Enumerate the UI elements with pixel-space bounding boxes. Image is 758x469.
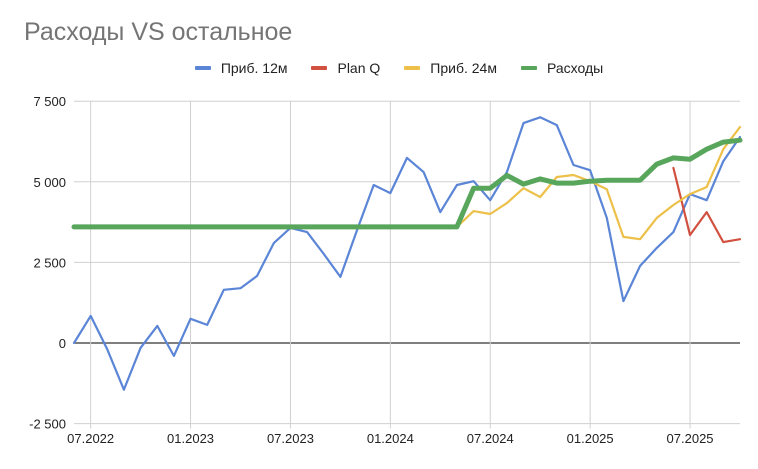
legend-item-prib24[interactable]: Приб. 24м: [404, 60, 497, 76]
x-tick-label: 07.2024: [467, 431, 514, 446]
y-tick-label: -2 500: [29, 417, 66, 432]
legend-item-planq[interactable]: Plan Q: [311, 60, 380, 76]
y-tick-label: 2 500: [33, 255, 66, 270]
x-axis-ticks: 07.2022 01.2023 07.2023 01.2024 07.2024 01.20…: [67, 431, 713, 446]
legend-swatch-prib24: [404, 66, 421, 70]
series-line[interactable]: [72, 116, 742, 391]
legend-swatch-prib12: [194, 66, 211, 70]
x-tick-label: 01.2025: [567, 431, 614, 446]
legend-swatch-planq: [311, 66, 328, 70]
y-axis-ticks: 7 500 5 000 2 500 0 -2 500: [29, 94, 66, 431]
y-tick-label: 5 000: [33, 175, 66, 190]
legend-label: Приб. 12м: [220, 60, 288, 76]
x-tick-label: 07.2025: [667, 431, 714, 446]
legend-swatch-rashody: [520, 66, 537, 70]
y-tick-label: 0: [59, 336, 66, 351]
legend-label: Приб. 24м: [430, 60, 497, 76]
legend-item-prib12[interactable]: Приб. 12м: [194, 60, 288, 76]
series-line[interactable]: [672, 166, 742, 244]
x-tick-label: 07.2023: [267, 431, 314, 446]
data-series: [71, 116, 743, 391]
legend-item-rashody[interactable]: Расходы: [520, 60, 604, 76]
y-tick-label: 7 500: [33, 94, 66, 109]
x-tick-label: 01.2023: [167, 431, 214, 446]
legend-label: Расходы: [546, 60, 604, 76]
chart-legend: Приб. 12м Plan Q Приб. 24м Расходы: [0, 60, 758, 76]
series-line[interactable]: [455, 125, 742, 241]
series-line[interactable]: [71, 137, 743, 230]
x-tick-label: 07.2022: [67, 431, 114, 446]
x-tick-label: 01.2024: [367, 431, 414, 446]
legend-label: Plan Q: [337, 60, 381, 76]
chart-title: Расходы VS остальное: [24, 18, 293, 46]
